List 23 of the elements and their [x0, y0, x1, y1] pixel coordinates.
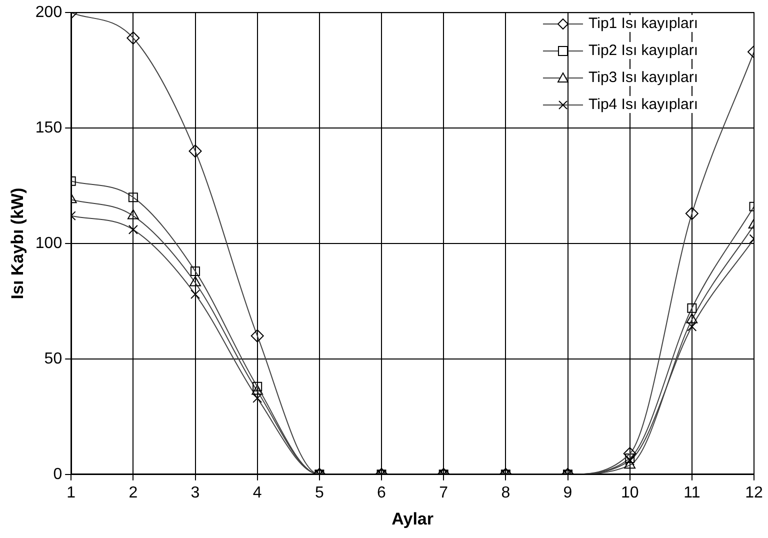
y-axis-title: Isı Kaybı (kW) — [8, 188, 27, 300]
legend-label: Tip2 Isı kayıpları — [586, 42, 700, 59]
legend-label: Tip3 Isı kayıpları — [586, 69, 700, 86]
x-tick-label: 3 — [190, 484, 200, 502]
legend-label: Tip4 Isı kayıpları — [586, 96, 700, 113]
legend-label: Tip1 Isı kayıpları — [586, 15, 700, 32]
x-tick-label: 9 — [563, 484, 572, 502]
y-tick-label: 0 — [53, 466, 62, 483]
x-tick-label: 6 — [377, 484, 386, 502]
x-tick-label: 5 — [314, 484, 324, 502]
y-tick-label: 100 — [35, 234, 62, 252]
x-tick-label: 11 — [684, 484, 700, 502]
y-tick-label: 200 — [35, 4, 62, 22]
x-tick-label: 10 — [620, 484, 639, 502]
x-tick-label: 12 — [745, 484, 763, 502]
y-tick-label: 50 — [44, 350, 62, 368]
x-tick-label: 2 — [128, 484, 138, 502]
x-tick-label: 4 — [252, 484, 262, 502]
y-tick-label: 150 — [35, 119, 62, 136]
x-tick-label: 1 — [66, 484, 76, 502]
x-tick-label: 8 — [501, 484, 510, 502]
x-axis-title: Aylar — [392, 509, 434, 528]
x-tick-label: 7 — [439, 484, 448, 502]
